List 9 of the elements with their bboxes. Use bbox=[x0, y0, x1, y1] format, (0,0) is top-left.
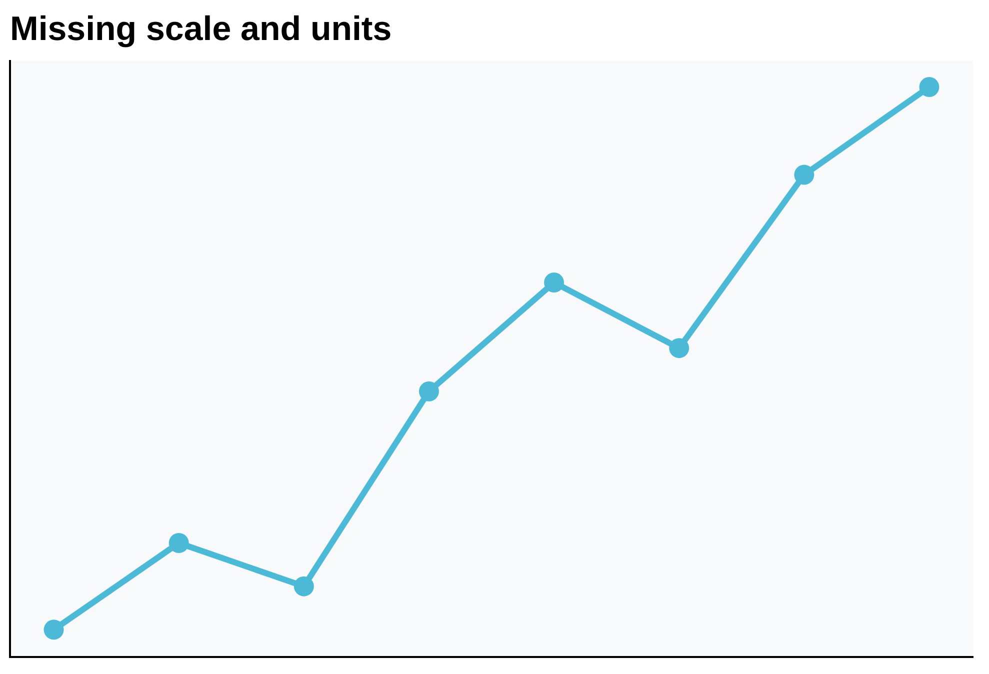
point bbox=[294, 576, 314, 596]
point bbox=[44, 620, 64, 640]
point bbox=[794, 164, 814, 185]
chart-title: Missing scale and units bbox=[10, 10, 392, 48]
point bbox=[418, 381, 439, 402]
point bbox=[544, 272, 564, 293]
point bbox=[168, 533, 189, 554]
point bbox=[919, 77, 940, 98]
point bbox=[669, 338, 690, 358]
